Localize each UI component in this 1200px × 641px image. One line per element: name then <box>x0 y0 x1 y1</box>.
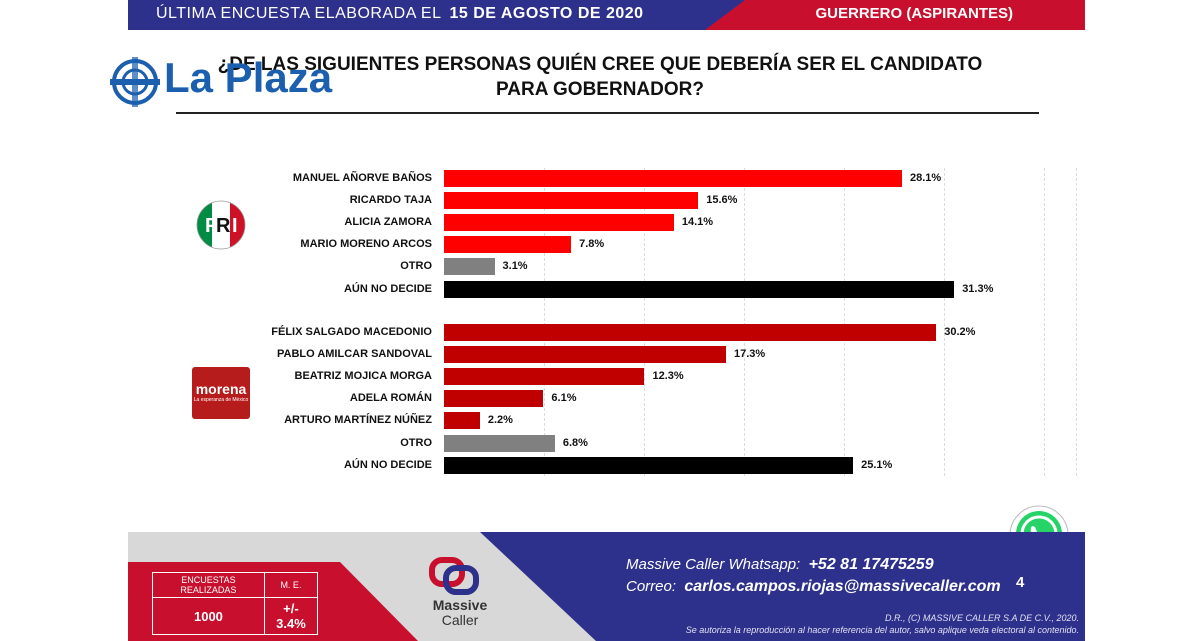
whatsapp-number: +52 81 17475259 <box>808 556 934 573</box>
massive-caller-brand-line2: Caller <box>441 612 479 628</box>
bar <box>444 258 495 276</box>
bar-value-label: 15.6% <box>706 194 738 207</box>
header-survey-label: ÚLTIMA ENCUESTA ELABORADA EL <box>156 5 442 22</box>
title-underline <box>176 112 1039 114</box>
bar <box>444 192 699 210</box>
bar-value-label: 17.3% <box>733 348 766 361</box>
email-line: Correo: carlos.campos.riojas@massivecall… <box>626 576 1001 598</box>
gridline <box>1044 168 1045 476</box>
bar-label: MANUEL AÑORVE BAÑOS <box>292 172 432 184</box>
gridline <box>744 168 745 476</box>
bar-label: FÉLIX SALGADO MACEDONIO <box>271 326 432 338</box>
bar-label: OTRO <box>400 260 432 273</box>
header-bar: ÚLTIMA ENCUESTA ELABORADA EL 15 DE AGOSTO… <box>128 0 1085 30</box>
bar-value-label: 31.3% <box>962 282 994 295</box>
gridline <box>644 168 645 476</box>
bar-label: ADELA ROMÁN <box>349 392 432 405</box>
la-plaza-logo-text: La Plaza <box>164 54 333 101</box>
massive-caller-brand-line1: Massive <box>432 597 488 613</box>
bar <box>444 346 726 364</box>
bar <box>444 368 645 386</box>
question-title: ¿DE LAS SIGUIENTES PERSONAS QUIÉN CREE Q… <box>217 54 983 100</box>
morena-tagline: La esperanza de México <box>193 397 249 403</box>
bar-value-label: 25.1% <box>861 458 893 471</box>
survey-stats-table: ENCUESTAS REALIZADAS M. E. 1000 +/- 3.4% <box>152 572 319 635</box>
bar <box>444 390 544 408</box>
bar <box>444 324 937 341</box>
gridline <box>544 168 545 476</box>
bar-value-label: 6.8% <box>562 436 588 449</box>
page-number: 4 <box>1016 574 1025 591</box>
stats-value-margin: +/- 3.4% <box>263 597 319 635</box>
stats-header-margin: M. E. <box>263 572 319 598</box>
gridline <box>844 168 845 476</box>
bar <box>444 214 674 232</box>
massive-caller-logo-icon <box>429 557 479 595</box>
bar <box>444 236 572 254</box>
header-left-text: ÚLTIMA ENCUESTA ELABORADA EL 15 DE AGOSTO… <box>156 5 644 23</box>
stats-header-surveys: ENCUESTAS REALIZADAS <box>152 572 265 598</box>
la-plaza-logo: La Plaza <box>110 52 370 112</box>
legal-copyright: D.R., (C) MASSIVE CALLER S.A DE C.V., 20… <box>884 613 1079 623</box>
footer: ENCUESTAS REALIZADAS M. E. 1000 +/- 3.4%… <box>128 532 1085 641</box>
morena-logo: morena La esperanza de México <box>192 367 250 419</box>
bar-value-label: 3.1% <box>502 260 528 273</box>
pri-letter-r: R <box>216 215 231 237</box>
whatsapp-label: Massive Caller Whatsapp: <box>626 556 801 573</box>
legal-notice: D.R., (C) MASSIVE CALLER S.A DE C.V., 20… <box>686 612 1079 636</box>
header-region: GUERRERO (ASPIRANTES) <box>815 5 1013 22</box>
bar-label: PABLO AMILCAR SANDOVAL <box>276 348 432 361</box>
gridline <box>1076 168 1077 476</box>
bar-value-label: 14.1% <box>681 216 714 229</box>
globe-icon <box>110 57 160 107</box>
bar <box>444 280 955 298</box>
bar-label: AÚN NO DECIDE <box>343 458 432 471</box>
bar-label: AÚN NO DECIDE <box>343 282 432 295</box>
bar-label: BEATRIZ MOJICA MORGA <box>294 370 433 383</box>
email-address[interactable]: carlos.campos.riojas@massivecaller.com <box>684 578 1001 595</box>
bar-label: ARTURO MARTÍNEZ NÚÑEZ <box>284 414 432 427</box>
contact-info: Massive Caller Whatsapp: +52 81 17475259… <box>626 554 1001 598</box>
legal-reproduction: Se autoriza la reproducción al hacer ref… <box>685 625 1079 635</box>
bar-value-label: 30.2% <box>944 326 976 338</box>
bar-value-label: 7.8% <box>579 238 605 251</box>
pri-letter-p: P <box>205 215 218 237</box>
header-date: 15 DE AGOSTO DE 2020 <box>449 5 644 22</box>
pri-letter-i: I <box>232 215 238 237</box>
bar <box>444 170 903 187</box>
gridline <box>944 168 945 476</box>
bar-label: OTRO <box>400 436 432 449</box>
bar-value-label: 12.3% <box>652 370 684 383</box>
morena-logo-text: morena <box>195 381 247 397</box>
bar-label: ALICIA ZAMORA <box>344 216 432 229</box>
stats-value-surveys: 1000 <box>152 597 265 635</box>
bar <box>444 434 555 452</box>
email-label: Correo: <box>626 578 677 595</box>
bar-label: MARIO MORENO ARCOS <box>300 238 432 251</box>
pri-logo: P R I <box>196 200 246 250</box>
whatsapp-line: Massive Caller Whatsapp: +52 81 17475259 <box>626 554 1001 576</box>
header-red-band <box>705 0 1085 30</box>
bar-label: RICARDO TAJA <box>349 194 432 207</box>
bar-value-label: 2.2% <box>487 414 513 427</box>
bar <box>444 412 480 430</box>
bar-value-label: 6.1% <box>551 392 577 405</box>
bar-value-label: 28.1% <box>910 172 942 184</box>
bar <box>444 456 854 474</box>
